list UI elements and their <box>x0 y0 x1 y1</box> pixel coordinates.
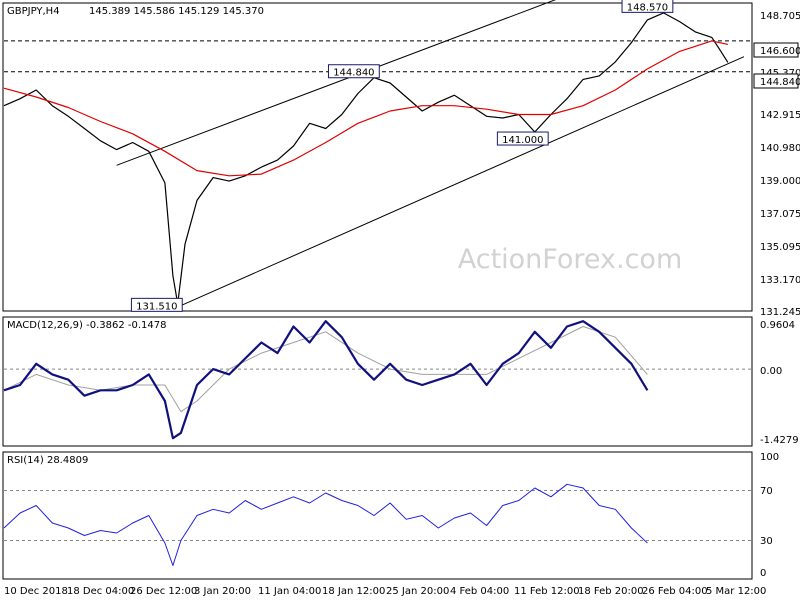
x-tick-label: 18 Feb 20:00 <box>578 586 644 597</box>
macd-y-tick-label: -1.4279 <box>760 435 799 446</box>
x-axis: 10 Dec 2018 18 Dec 04:00 26 Dec 12:00 3 … <box>4 586 766 597</box>
price-series-line <box>3 12 729 305</box>
channel-upper-line <box>116 0 557 166</box>
rsi-y-tick-label: 0 <box>760 568 766 579</box>
price-annotation-label: 144.840 <box>333 68 374 79</box>
macd-y-tick-label: 0.00 <box>760 366 782 377</box>
price-y-tick-label: 135.095 <box>760 242 800 253</box>
rsi-y-axis: 100 70 30 0 <box>760 452 779 579</box>
macd-panel-frame <box>2 316 753 447</box>
x-tick-label: 11 Feb 12:00 <box>514 586 580 597</box>
price-annotation-box <box>130 297 183 312</box>
macd-y-axis: 0.9604 0.00 -1.4279 <box>760 320 799 446</box>
price-annotation-box <box>621 0 674 13</box>
rsi-y-tick-label: 30 <box>760 536 773 547</box>
annotation-layer: 148.570 144.840 141.000 131.510 <box>130 0 674 312</box>
rsi-panel-title: RSI(14) 28.4809 <box>7 455 88 466</box>
macd-signal-line <box>3 326 648 413</box>
sma-series-line <box>3 40 729 177</box>
price-y-tick-label: 144.840 <box>760 77 800 88</box>
price-y-tick-label: 146.600 <box>760 46 800 57</box>
price-y-tick-label: 148.705 <box>760 11 800 22</box>
x-tick-label: 10 Dec 2018 <box>4 586 68 597</box>
x-tick-label: 11 Jan 04:00 <box>258 586 321 597</box>
macd-y-tick-label: 0.9604 <box>760 320 795 331</box>
x-tick-label: 18 Jan 12:00 <box>322 586 385 597</box>
x-tick-label: 3 Jan 20:00 <box>194 586 251 597</box>
price-y-tick-label: 142.915 <box>760 110 800 121</box>
price-header-ohlc: 145.389 145.586 145.129 145.370 <box>89 6 264 17</box>
level-label-box <box>753 42 799 58</box>
rsi-y-tick-label: 70 <box>760 486 773 497</box>
x-tick-label: 25 Jan 20:00 <box>386 586 449 597</box>
channel-lower-line <box>180 56 745 306</box>
price-header-symbol: GBPJPY,H4 <box>7 6 60 17</box>
price-annotation-label: 141.000 <box>502 135 543 146</box>
watermark: ActionForex.com <box>458 244 683 275</box>
x-tick-label: 18 Dec 04:00 <box>67 586 134 597</box>
x-tick-label: 26 Dec 12:00 <box>130 586 197 597</box>
macd-panel-title: MACD(12,26,9) -0.3862 -0.1478 <box>7 320 167 331</box>
rsi-panel-frame <box>2 451 753 580</box>
price-y-tick-label: 137.075 <box>760 209 800 220</box>
x-tick-label: 5 Mar 12:00 <box>706 586 766 597</box>
macd-main-line <box>3 320 649 440</box>
plot-layer <box>3 0 752 566</box>
rsi-y-tick-label: 100 <box>760 452 779 463</box>
price-y-tick-label: 139.000 <box>760 176 800 187</box>
price-annotation-label: 148.570 <box>627 2 668 13</box>
price-panel-frame <box>2 2 753 312</box>
price-annotation-box <box>496 131 549 146</box>
x-tick-label: 4 Feb 04:00 <box>450 586 509 597</box>
price-y-tick-label: 131.245 <box>760 307 800 318</box>
rsi-series-line <box>3 483 648 566</box>
price-y-tick-label: 140.980 <box>760 143 800 154</box>
x-tick-label: 26 Feb 04:00 <box>642 586 708 597</box>
price-annotation-box <box>327 64 380 79</box>
current-price-box <box>753 73 799 89</box>
price-y-tick-label: 133.170 <box>760 275 800 286</box>
price-y-axis: 148.705 146.600 145.370 144.840 142.915 … <box>753 11 800 318</box>
price-annotation-label: 131.510 <box>136 301 177 312</box>
